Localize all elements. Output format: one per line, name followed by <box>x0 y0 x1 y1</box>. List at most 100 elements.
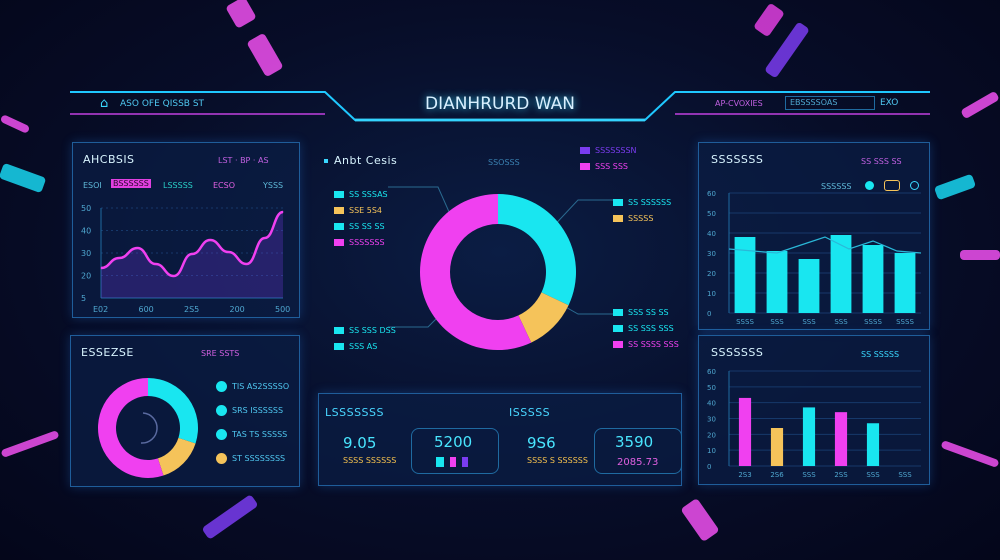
x-tick-label: E02 <box>93 305 108 314</box>
panel-title: AHCBSIS <box>83 153 135 166</box>
callouts-left-bottom: SS SSS DSS SSS AS <box>334 326 396 358</box>
legend-label: TIS AS2SSSSO <box>232 382 290 391</box>
donut-slice <box>498 194 576 306</box>
donut-legend: TIS AS2SSSSO SRS ISSSSSS TAS TS SSSSS ST SS… <box>216 381 289 477</box>
y-tick-label: 10 <box>707 447 716 455</box>
donut-chart-small <box>97 378 198 478</box>
y-tick-label: 0 <box>707 463 711 471</box>
donut-slice <box>148 378 198 444</box>
kpi-box[interactable]: 3590 2085.73 <box>594 428 682 474</box>
legend-label: SSS SSS <box>595 162 629 171</box>
color-swatch <box>613 199 623 206</box>
data-point <box>118 257 120 259</box>
legend: LST · BP · AS <box>218 156 269 165</box>
light-streak <box>960 250 1000 260</box>
y-tick-label: 60 <box>707 368 716 376</box>
donut-chart-main <box>388 186 618 351</box>
donut-slice <box>157 437 196 476</box>
home-icon[interactable]: ⌂ <box>100 96 109 111</box>
light-streak <box>940 439 1000 469</box>
search-input[interactable]: EBSSSSOAS <box>785 96 875 110</box>
color-swatch <box>613 325 623 332</box>
header-status: AP-CVOXIES <box>715 99 763 108</box>
legend-item: SS SSSAS <box>334 190 388 199</box>
light-streak <box>0 162 47 194</box>
light-streak <box>753 2 785 38</box>
color-swatch <box>334 239 344 246</box>
light-streak <box>201 494 259 540</box>
toggle-button[interactable] <box>884 180 900 191</box>
color-swatch <box>334 343 344 350</box>
data-point <box>246 263 248 265</box>
legend: SS SSS SS <box>861 157 902 166</box>
x-tick-label: 600 <box>139 305 154 314</box>
kpi-box-value: 3590 <box>615 433 654 451</box>
light-streak <box>960 90 1000 120</box>
legend-label: SS SSSS SSS <box>628 340 679 349</box>
kpi-sub: SSSS SSSSSS <box>343 456 397 465</box>
header-nav[interactable]: ASO OFE QISSB ST <box>120 99 205 109</box>
legend-top: SRE SSTS <box>201 349 240 358</box>
stat: LSSSSS <box>163 181 193 190</box>
data-point <box>191 253 193 255</box>
subtitle: SSOSSS <box>488 158 520 167</box>
legend-label: SSE 5S4 <box>349 206 383 215</box>
legend-item: SSSSS <box>613 214 671 223</box>
y-tick-label: 30 <box>707 250 716 258</box>
y-tick-label: 0 <box>707 310 711 318</box>
panel-title: SSSSSSS <box>711 346 764 359</box>
legend-item: SSS SS SS <box>613 308 679 317</box>
stat: ESOI <box>83 181 102 190</box>
x-tick-label: SSS <box>802 318 816 326</box>
header-button[interactable]: EXO <box>880 98 899 108</box>
legend-item: LST <box>218 156 233 165</box>
legend-label: SSSSS <box>628 214 654 223</box>
kpi-box-value: 5200 <box>434 433 473 451</box>
light-streak <box>0 429 60 459</box>
kpi-value: 9S6 <box>527 434 556 452</box>
data-point <box>209 239 211 241</box>
light-streak <box>0 114 31 134</box>
x-tick-label: 500 <box>275 305 290 314</box>
legend-label: SSSSSS <box>821 182 852 191</box>
bar <box>770 428 784 466</box>
y-tick-label: 50 <box>707 210 716 218</box>
callouts-right: SS SSSSSS SSSSS <box>613 198 671 230</box>
trend-line <box>728 236 922 254</box>
color-swatch <box>613 215 623 222</box>
mini-bars-icon <box>436 457 476 467</box>
legend: SS SSSSS <box>861 350 900 359</box>
y-tick-label: 40 <box>707 400 716 408</box>
x-tick-label: SSSS <box>864 318 882 326</box>
legend-label: SS SSS DSS <box>349 326 396 335</box>
bar <box>798 259 820 313</box>
color-swatch <box>334 327 344 334</box>
data-point <box>173 275 175 277</box>
legend-label: SS SSSAS <box>349 190 388 199</box>
kpi-panel: LSSSSSSS 9.05 SSSS SSSSSS 5200 ISSSSS 9S… <box>318 393 682 486</box>
y-tick-label: 20 <box>707 270 716 278</box>
x-tick-label: SSS <box>802 471 816 479</box>
color-swatch <box>580 147 590 154</box>
legend-item: SSSSSSS <box>334 238 388 247</box>
y-tick-label: 50 <box>81 204 91 213</box>
color-swatch <box>580 163 590 170</box>
light-streak <box>680 497 720 543</box>
info-icon[interactable] <box>910 181 919 190</box>
legend-item: SS SSSSSS <box>613 198 671 207</box>
stat: ECSO <box>213 181 236 190</box>
data-point <box>282 211 284 213</box>
kpi-box-sub: 2085.73 <box>617 457 659 468</box>
legend-item: SSS AS <box>334 342 396 351</box>
bar <box>830 235 852 313</box>
kpi-title: LSSSSSSS <box>325 406 385 419</box>
bar <box>802 407 816 466</box>
x-tick-label: 200 <box>230 305 245 314</box>
legend-item: SS SSS DSS <box>334 326 396 335</box>
legend-item: TIS AS2SSSSO <box>216 381 289 392</box>
y-tick-label: 60 <box>707 190 716 198</box>
legend-item: BP <box>240 156 251 165</box>
bar <box>894 253 916 313</box>
kpi-box[interactable]: 5200 <box>411 428 499 474</box>
data-point <box>155 263 157 265</box>
